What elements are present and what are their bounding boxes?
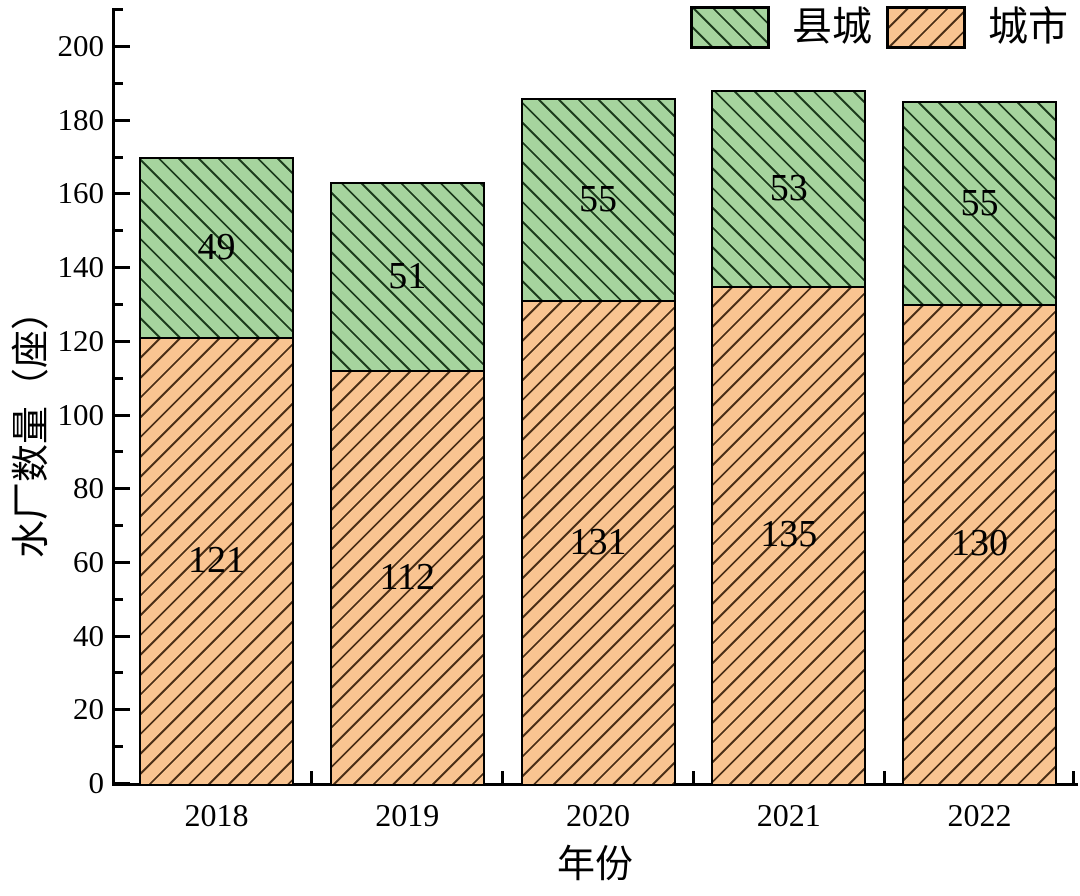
y-axis-spine [112,8,115,786]
y-axis-title: 水厂数量（座） [11,292,53,559]
bar-value-label: 131 [569,520,627,563]
x-tick-label: 2018 [184,797,249,833]
y-minor-tick [115,671,123,675]
y-tick-label: 160 [57,175,105,211]
x-boundary-tick [691,771,695,783]
x-tick-label: 2020 [566,797,630,833]
y-tick-label: 20 [73,691,104,727]
y-major-tick [115,192,130,196]
y-minor-tick [115,81,123,85]
bar-segment-bottom [902,303,1057,786]
bar-value-label: 55 [579,177,617,220]
x-boundary-tick [1072,771,1075,783]
legend-swatch-icon [886,5,966,49]
bar-value-label: 55 [960,181,999,224]
y-minor-tick [115,450,123,454]
y-tick-label: 80 [73,470,104,506]
y-tick-label: 0 [88,765,105,800]
x-tick-label: 2021 [756,797,821,833]
legend-swatch-icon [690,5,770,49]
bar-segment-bottom [139,337,294,786]
y-minor-tick [115,302,123,306]
bar-value-label: 130 [951,522,1008,565]
bar-value-label: 49 [197,225,236,268]
y-minor-tick [115,229,123,233]
x-boundary-tick [501,771,505,783]
x-tick-label: 2019 [375,797,440,833]
y-major-tick [115,487,130,491]
bar-value-label: 121 [188,539,245,582]
y-tick-label: 40 [73,617,104,653]
bar-segment-bottom [711,285,867,786]
bar-segment-top [139,156,294,340]
bar-segment-bottom [329,370,485,786]
bar-segment-bottom [520,300,676,786]
y-major-tick [115,782,130,785]
y-minor-tick [115,745,123,749]
y-tick-label: 200 [57,28,105,63]
y-major-tick [115,45,130,48]
y-tick-label: 120 [57,322,105,358]
y-minor-tick [115,376,123,380]
bar-segment-top [711,90,867,288]
legend-label: 县城 [792,4,872,49]
y-minor-tick [115,524,123,528]
y-minor-tick [115,155,123,159]
x-tick-label: 2022 [947,797,1012,833]
bar-value-label: 53 [769,166,808,209]
legend-label: 城市 [988,4,1068,49]
y-major-tick [115,339,130,343]
y-tick-label: 140 [57,249,105,285]
bar-value-label: 135 [760,513,818,556]
x-boundary-tick [310,771,314,783]
x-axis-title: 年份 [556,844,633,886]
bar-segment-top [329,182,485,373]
y-tick-label: 180 [57,101,105,137]
x-boundary-tick [882,771,886,783]
y-major-tick [115,560,130,564]
legend: 县城 城市 [690,3,1068,51]
y-minor-tick [115,8,123,12]
bar-value-label: 51 [388,255,427,298]
y-minor-tick [115,597,123,601]
y-major-tick [115,118,130,122]
bar-value-label: 112 [379,555,436,598]
legend-item: 县城 [690,3,872,51]
y-major-tick [115,413,130,417]
y-tick-label: 100 [57,396,105,432]
y-major-tick [115,266,130,270]
bar-segment-top [520,97,676,303]
y-tick-label: 60 [73,543,104,579]
y-major-tick [115,634,130,638]
y-major-tick [115,708,130,712]
legend-item: 城市 [886,3,1068,51]
bar-segment-top [902,101,1057,306]
